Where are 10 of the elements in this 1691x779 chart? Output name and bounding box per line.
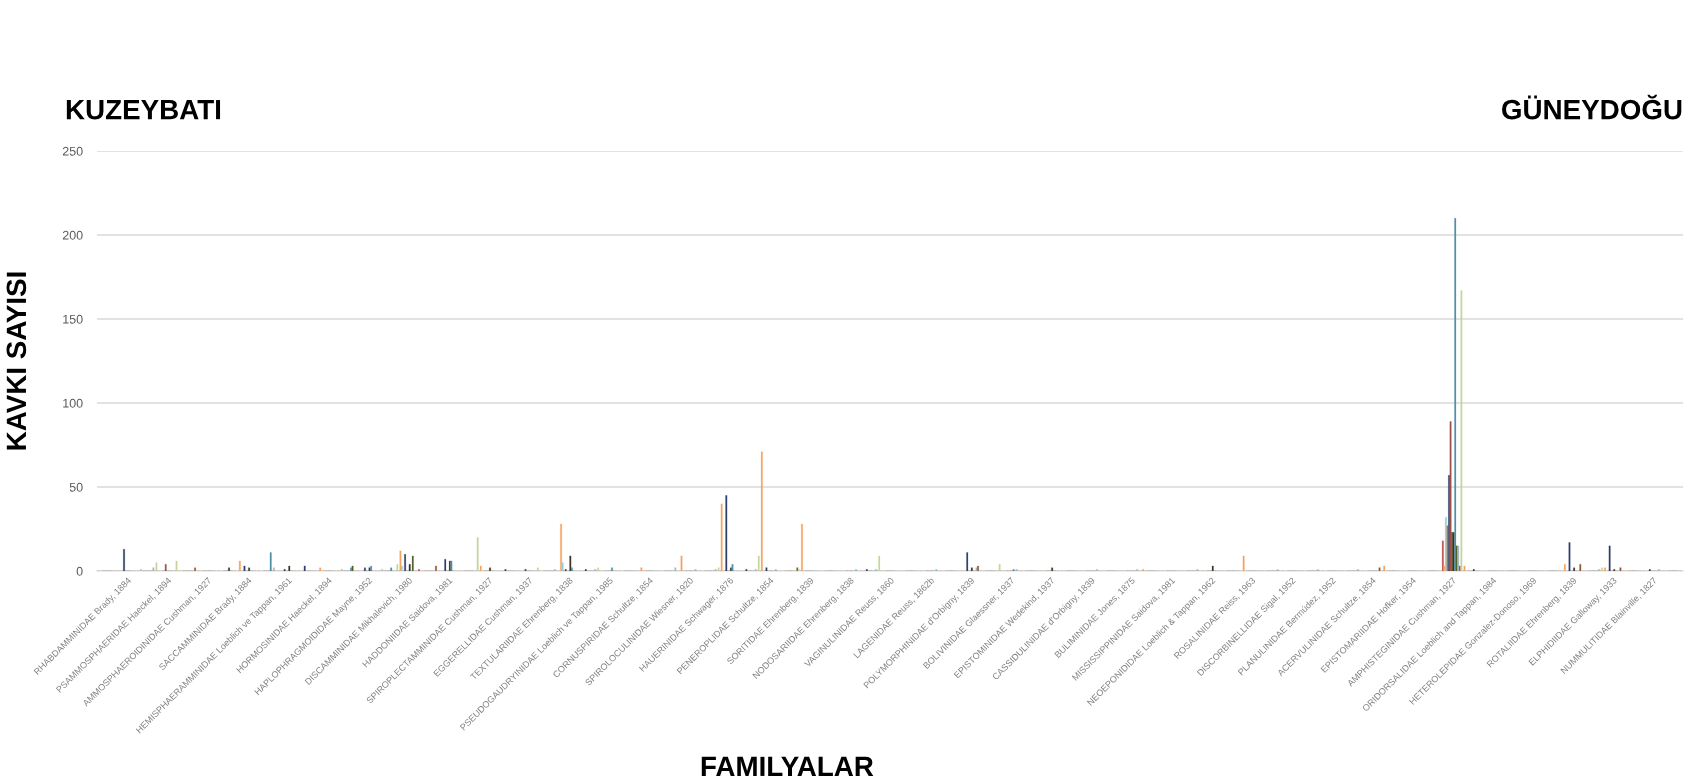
y-tick-label: 0 [76,566,83,576]
y-tick-label: 150 [63,314,83,324]
y-tick-label: 100 [63,398,83,408]
text: KUZEYBATI [66,100,221,120]
y-tick-label: 50 [69,482,83,492]
y-axis-title: KAVKI SAYISI [6,272,27,450]
text: GÜNEYDOĞU [1502,94,1682,120]
y-tick-label: 250 [62,146,83,156]
x-axis-title: FAMILYALAR [701,756,874,776]
y-tick-label: 200 [62,230,83,240]
